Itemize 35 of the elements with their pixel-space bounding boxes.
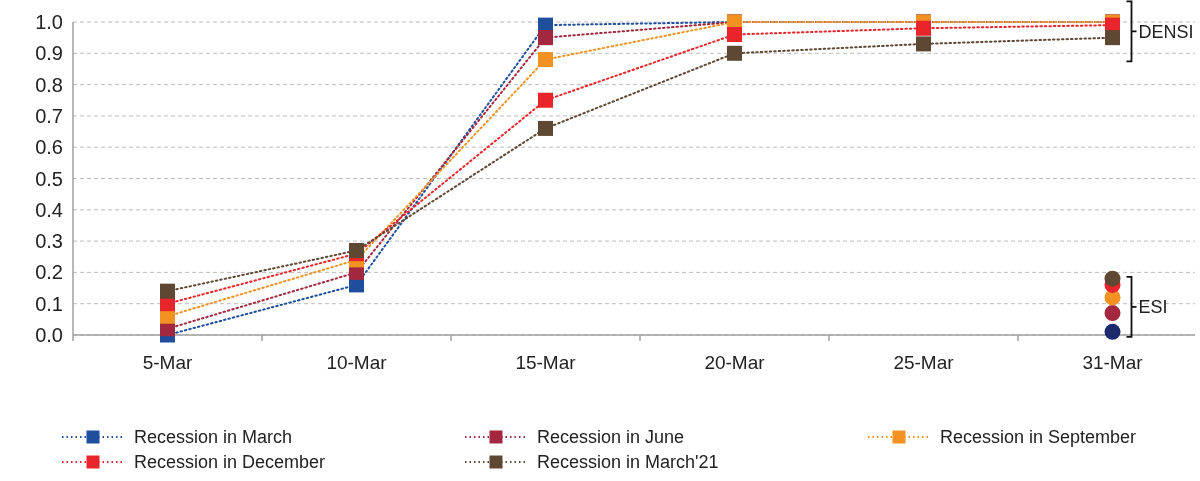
point: [916, 20, 931, 36]
legend-label: Recession in June: [537, 427, 685, 448]
point: [538, 120, 553, 136]
x-tick-label: 10-Mar: [326, 352, 388, 373]
y-tick-label: 0.8: [35, 73, 63, 96]
legend-label: Recession in September: [940, 427, 1137, 448]
annotation: ESI: [1138, 297, 1168, 318]
point: [349, 242, 364, 258]
point: [538, 52, 553, 68]
x-tick-label: 5-Mar: [142, 352, 193, 373]
legend-label: Recession in March'21: [537, 452, 719, 473]
point: [727, 45, 742, 61]
y-tick-label: 0.9: [35, 42, 63, 65]
annotation: DENSI: [1138, 21, 1194, 42]
x-tick-label: 25-Mar: [893, 352, 955, 373]
y-tick-label: 0.2: [35, 261, 63, 284]
y-tick-label: 0.0: [35, 324, 63, 346]
point: [538, 30, 553, 46]
legend-label: Recession in March: [134, 427, 293, 448]
point: [916, 36, 931, 52]
y-tick-label: 0.1: [35, 292, 63, 315]
y-tick-label: 0.5: [35, 167, 63, 190]
point: [160, 283, 175, 299]
y-tick-label: 0.3: [35, 230, 63, 253]
y-tick-label: 1.0: [35, 11, 63, 33]
x-tick-label: 31-Mar: [1082, 352, 1144, 373]
legend-label: Recession in December: [134, 452, 326, 473]
point: [727, 27, 742, 43]
point: [1105, 30, 1120, 46]
x-tick-label: 15-Mar: [515, 352, 577, 373]
y-tick-label: 0.6: [35, 136, 63, 159]
y-tick-label: 0.7: [35, 104, 63, 127]
y-tick-label: 0.4: [35, 198, 63, 221]
x-tick-label: 20-Mar: [704, 352, 766, 373]
point: [538, 92, 553, 108]
